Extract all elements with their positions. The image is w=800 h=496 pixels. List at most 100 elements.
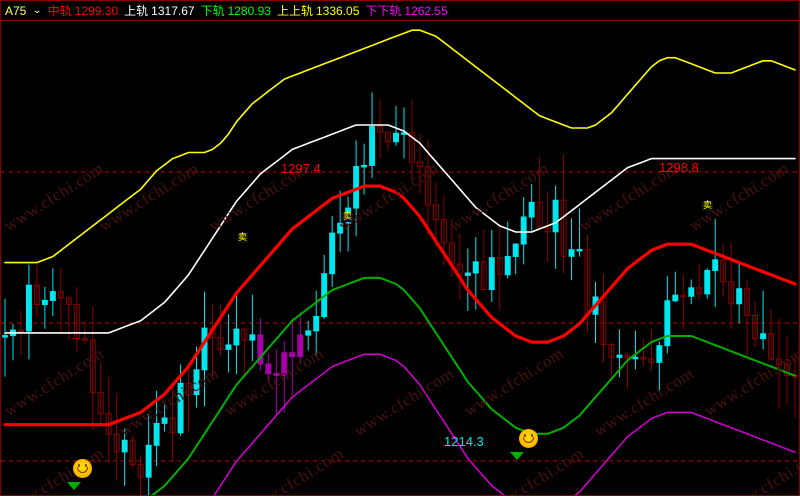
candle-body <box>257 334 264 365</box>
indicator-upper-upper-band-value: 1336.05 <box>315 4 360 18</box>
candle-body <box>552 199 559 233</box>
candle-body <box>576 248 583 252</box>
candle-body <box>241 328 248 341</box>
candle-body <box>544 227 551 233</box>
candle-body <box>472 261 479 274</box>
candle-body <box>129 439 136 466</box>
candle-body <box>672 294 679 302</box>
candle-body <box>408 132 415 163</box>
candle-body <box>345 207 352 224</box>
candle-body <box>488 257 495 290</box>
candle-body <box>289 352 296 358</box>
candle-body <box>720 259 727 283</box>
candle-body <box>480 261 487 290</box>
candle-body <box>776 358 783 366</box>
candle-body <box>121 439 128 453</box>
band-line-中轨 <box>3 184 797 427</box>
candle-body <box>41 299 48 306</box>
indicator-lower-lower-band-label: 下下轨 <box>365 4 402 18</box>
candle-body <box>768 333 775 360</box>
candle-body <box>25 284 32 332</box>
candle-body <box>329 232 336 275</box>
candle-body <box>752 314 759 340</box>
candle-body <box>624 354 631 359</box>
candle-body <box>680 294 687 298</box>
candle-body <box>169 417 176 434</box>
indicator-lower-band-label: 下轨 <box>200 4 225 18</box>
candle-body <box>424 166 431 206</box>
candle-body <box>313 315 320 332</box>
candle-body <box>385 131 392 143</box>
price-chart-canvas[interactable] <box>1 21 799 495</box>
candle-body <box>81 337 88 341</box>
candle-body <box>704 269 711 295</box>
indicator-lower-band: 下轨 1280.93 <box>201 2 271 19</box>
candle-body <box>57 291 64 299</box>
symbol-code[interactable]: A75 <box>5 3 27 18</box>
candle-body <box>432 204 439 221</box>
band-line-上轨 <box>4 124 796 334</box>
candle-body <box>225 344 232 350</box>
indicator-upper-upper-band-label: 上上轨 <box>276 4 313 18</box>
candle-body <box>696 287 703 295</box>
candle-body <box>728 281 735 305</box>
candle-body <box>217 337 224 350</box>
indicator-lower-lower-band-value: 1262.55 <box>404 4 448 18</box>
candle-body <box>712 259 719 271</box>
candle-body <box>504 255 511 276</box>
candle-body <box>608 343 615 358</box>
band-line-下下轨 <box>213 353 796 495</box>
candle-body <box>297 334 304 358</box>
candle-body <box>17 329 24 332</box>
indicator-mid-band: 中轨 1299.30 <box>48 2 118 19</box>
candle-body <box>65 297 72 305</box>
candle-body <box>249 334 256 341</box>
candle-body <box>161 417 168 424</box>
candle-body <box>145 444 152 478</box>
candle-body <box>648 358 655 363</box>
candle-body <box>305 330 312 336</box>
candle-body <box>33 284 40 306</box>
candle-body <box>73 303 80 339</box>
candle-body <box>744 288 751 316</box>
candle-body <box>137 464 144 478</box>
candle-body <box>177 382 184 434</box>
candle-body <box>153 422 160 446</box>
candle-body <box>185 382 192 396</box>
candle-body <box>736 288 743 305</box>
candle-body <box>273 373 280 376</box>
indicator-mid-band-label: 中轨 <box>47 4 72 18</box>
candle-body <box>337 222 344 234</box>
candle-body <box>632 356 639 360</box>
candle-body <box>512 243 519 257</box>
candle-body <box>281 352 288 376</box>
candle-body <box>265 363 272 375</box>
indicator-upper-band-value: 1317.67 <box>151 4 195 18</box>
band-line-下轨 <box>150 276 796 495</box>
candle-body <box>640 356 647 360</box>
candle-body <box>369 126 376 166</box>
band-line-上上轨 <box>4 29 796 264</box>
candle-body <box>201 327 208 371</box>
candlestick-series <box>2 92 798 495</box>
candle-body <box>760 333 767 340</box>
candle-body <box>440 219 447 244</box>
indicator-header-bar: A75 ⌄ 中轨 1299.30 上轨 1317.67 下轨 1280.93 上上轨 13… <box>1 1 799 21</box>
candle-body <box>568 249 575 257</box>
candle-body <box>2 335 8 338</box>
candle-body <box>560 199 567 257</box>
candle-body <box>656 345 663 363</box>
chart-svg <box>1 29 799 495</box>
candle-body <box>97 391 104 415</box>
candle-body <box>688 287 695 297</box>
band-lines-group <box>3 29 797 495</box>
indicator-lower-band-value: 1280.93 <box>227 4 271 18</box>
indicator-upper-band-label: 上轨 <box>124 4 149 18</box>
candle-body <box>520 216 527 245</box>
candle-body <box>616 354 623 358</box>
candle-body <box>784 364 791 376</box>
candle-body <box>113 433 120 453</box>
chevron-down-icon[interactable]: ⌄ <box>32 5 43 16</box>
candle-body <box>193 369 200 396</box>
